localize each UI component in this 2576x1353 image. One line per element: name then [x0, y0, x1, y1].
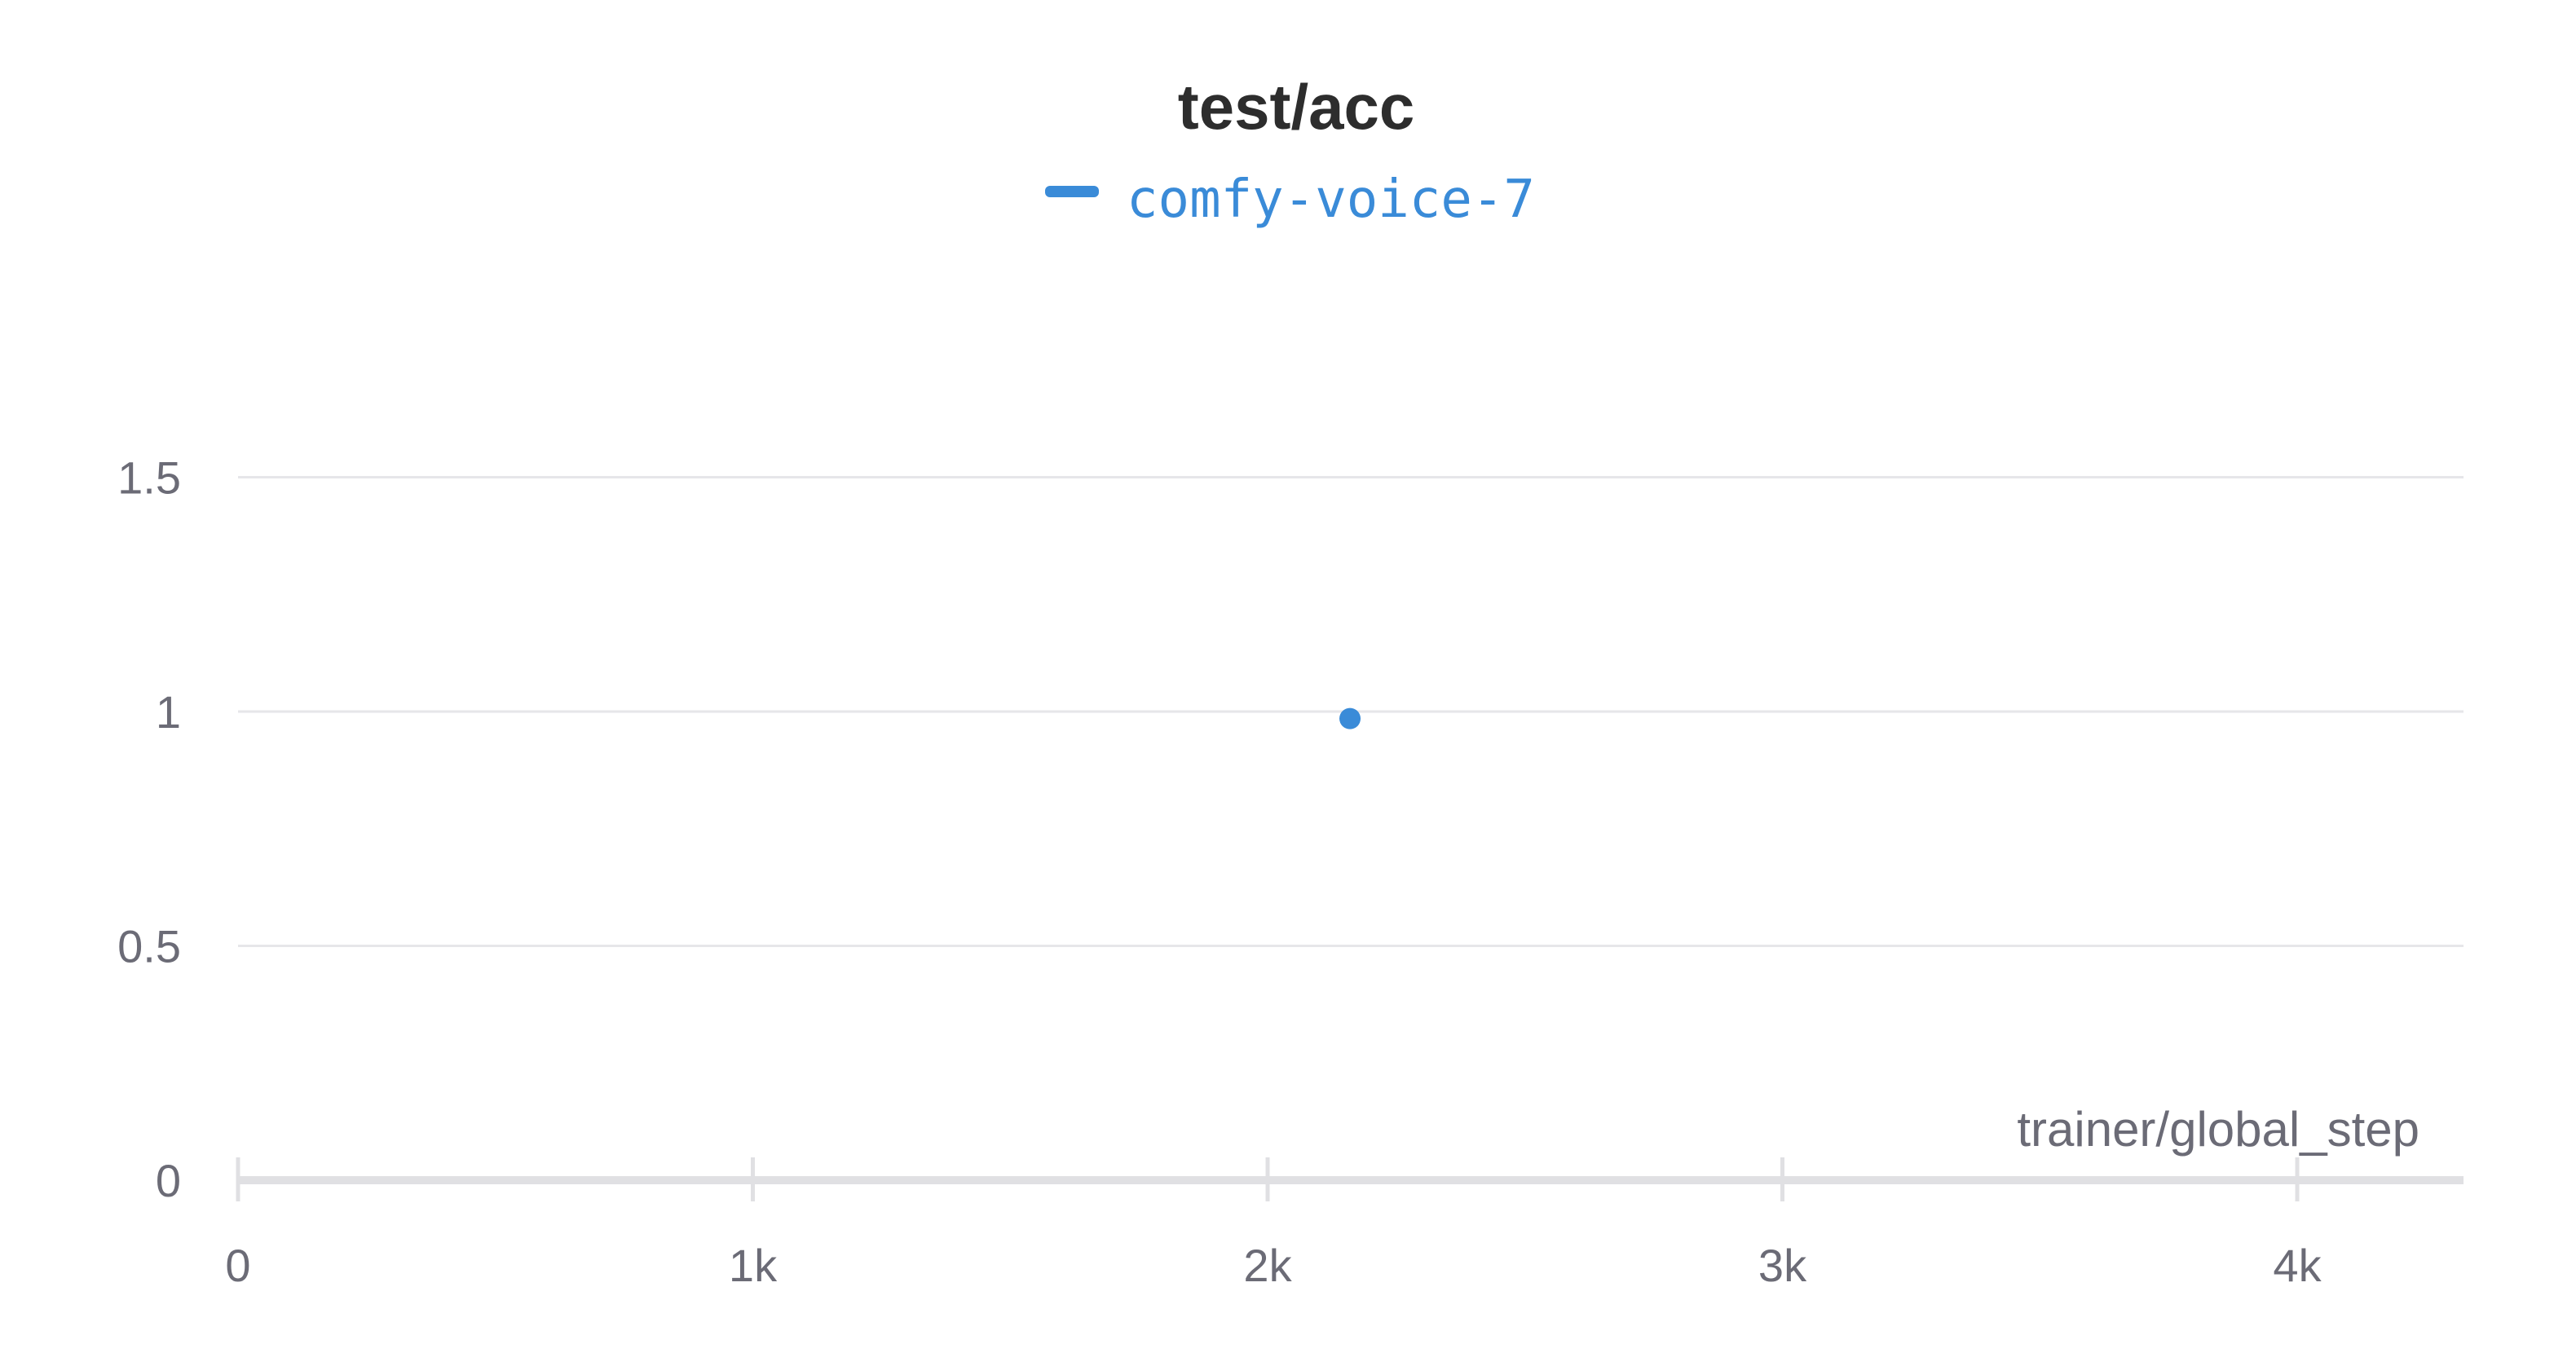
legend-swatch-comfy-voice-7: [1045, 186, 1099, 197]
legend-label-comfy-voice-7: comfy-voice-7: [1127, 170, 1535, 230]
x-axis-label: trainer/global_step: [2017, 1102, 2419, 1157]
y-tick-label-1: 1: [156, 686, 181, 738]
y-tick-label-0.5: 0.5: [117, 921, 181, 972]
series-comfy-voice-7: [1339, 707, 1361, 729]
x-tick-label-3k: 3k: [1758, 1240, 1807, 1291]
data-point-0-0[interactable]: [1339, 707, 1361, 729]
chart-title: test/acc: [1178, 71, 1415, 143]
x-tick-label-0: 0: [225, 1240, 250, 1291]
y-axis: 0 0.5 1 1.5: [117, 452, 181, 1207]
y-tick-label-0: 0: [156, 1155, 181, 1206]
y-tick-label-1.5: 1.5: [117, 452, 181, 504]
x-tick-label-2k: 2k: [1243, 1240, 1292, 1291]
x-axis: 0 1k 2k 3k 4k: [225, 1157, 2464, 1291]
x-tick-label-4k: 4k: [2273, 1240, 2322, 1291]
x-tick-label-1k: 1k: [729, 1240, 778, 1291]
legend[interactable]: comfy-voice-7: [1045, 170, 1535, 230]
